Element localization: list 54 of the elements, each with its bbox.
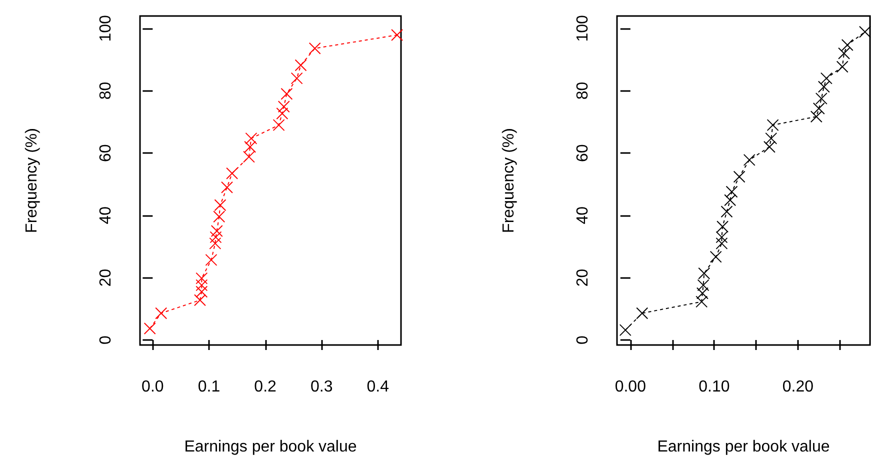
x-axis-title: Earnings per book value xyxy=(657,438,830,456)
point xyxy=(280,88,293,100)
x-tick-label: 0.2 xyxy=(254,378,277,396)
y-tick-label: 60 xyxy=(574,144,592,162)
point xyxy=(210,231,222,244)
y-tick-label: 20 xyxy=(574,268,592,287)
x-axis-title: Earnings per book value xyxy=(184,438,357,456)
x-tick-label: 0.1 xyxy=(198,378,220,396)
point xyxy=(810,110,822,123)
point xyxy=(205,254,218,266)
x-tick-label: 0.10 xyxy=(698,378,730,396)
point xyxy=(194,294,206,306)
x-tick-label: 0.0 xyxy=(142,378,164,396)
point xyxy=(290,72,303,84)
point xyxy=(196,279,208,292)
point xyxy=(391,29,404,42)
point xyxy=(841,38,854,51)
y-tick-label: 40 xyxy=(98,206,114,224)
point xyxy=(221,181,233,194)
y-tick-label: 0 xyxy=(98,335,114,344)
point xyxy=(858,26,871,38)
x-tick-label: 0.00 xyxy=(614,378,646,396)
y-axis-title: Frequency (%) xyxy=(500,128,518,233)
point xyxy=(820,72,832,84)
point xyxy=(724,194,736,206)
point xyxy=(726,186,738,198)
point xyxy=(278,100,290,113)
point xyxy=(619,324,632,336)
point xyxy=(743,154,756,166)
point xyxy=(144,322,156,334)
y-tick-label: 60 xyxy=(98,144,114,162)
point xyxy=(155,307,168,320)
y-axis-title: Frequency (%) xyxy=(24,128,40,233)
point xyxy=(308,42,321,54)
point xyxy=(716,237,728,250)
x-tick-label: 0.4 xyxy=(366,378,390,396)
point xyxy=(272,119,285,132)
y-tick-label: 20 xyxy=(98,268,114,287)
point xyxy=(763,140,776,153)
y-tick-label: 80 xyxy=(98,82,114,100)
point xyxy=(276,108,288,120)
point xyxy=(733,170,746,183)
x-tick-label: 0.3 xyxy=(310,378,333,396)
y-tick-label: 40 xyxy=(574,206,592,224)
y-tick-label: 100 xyxy=(98,15,114,42)
point xyxy=(226,167,238,180)
point xyxy=(720,206,733,218)
y-tick-label: 0 xyxy=(574,335,592,344)
point xyxy=(636,307,648,320)
y-tick-label: 100 xyxy=(574,15,592,42)
point xyxy=(710,250,722,263)
x-tick-label: 0.20 xyxy=(782,378,814,396)
point xyxy=(294,59,307,72)
y-tick-label: 80 xyxy=(574,82,592,100)
